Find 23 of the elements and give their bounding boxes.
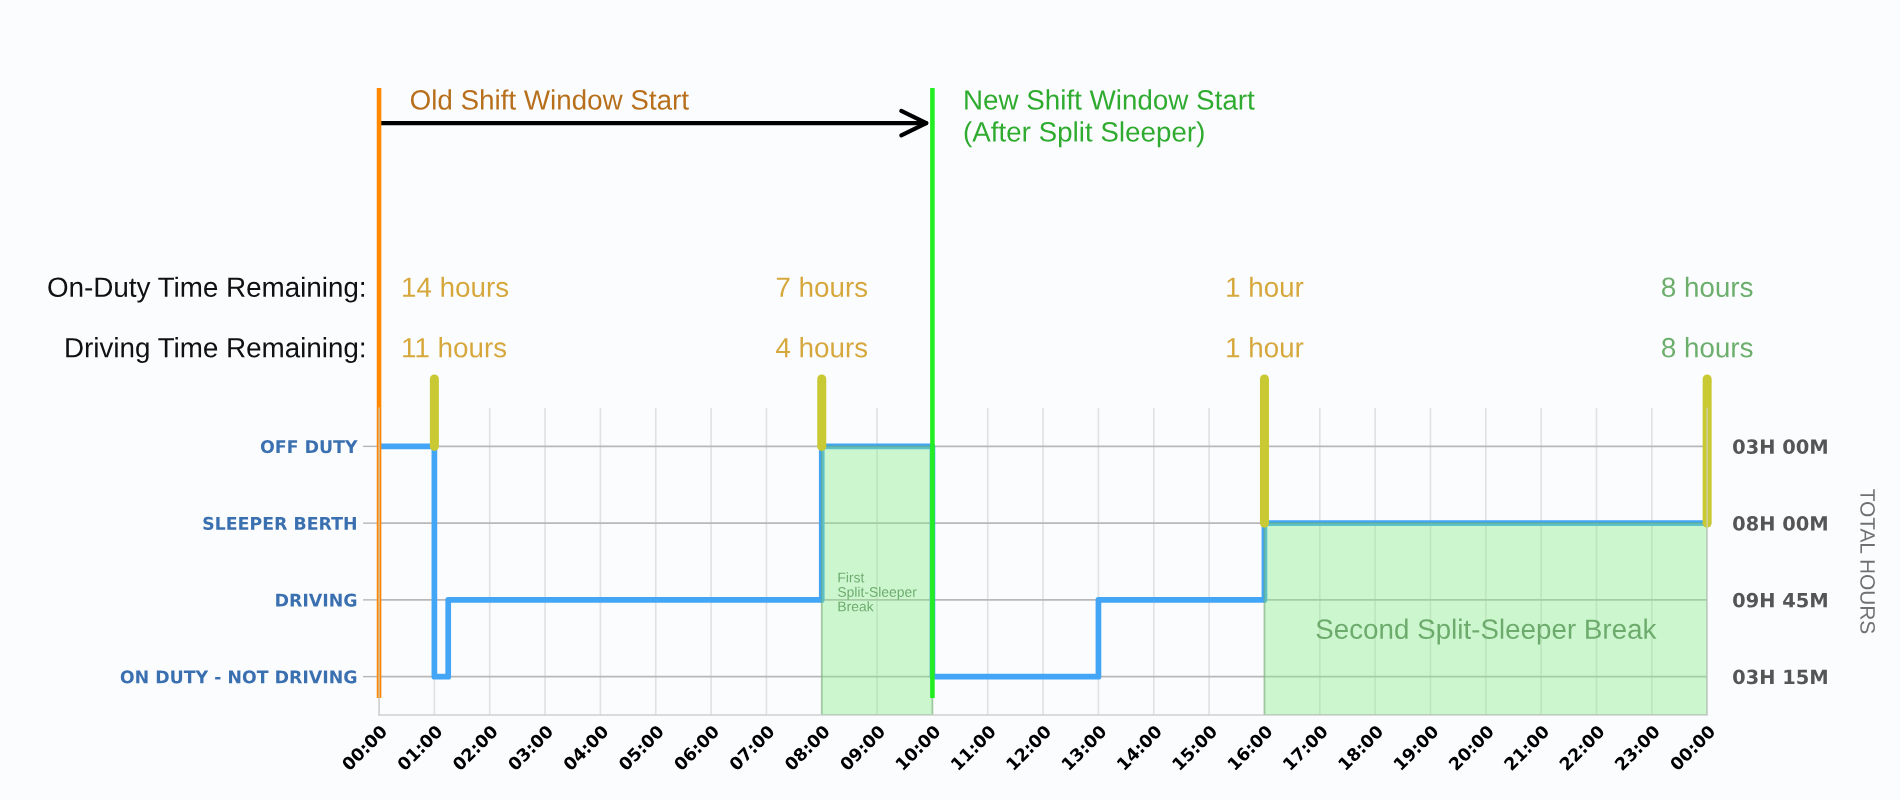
category-label: 03H 00M — [1733, 439, 1827, 455]
annotation: 8 hours — [1662, 337, 1753, 358]
category-label: SLEEPER BERTH — [203, 516, 356, 530]
text: 1 hour — [1227, 276, 1304, 298]
category-label: 03H 15M — [1733, 669, 1827, 685]
text: 14 hours — [403, 276, 509, 298]
ref-line-label: Old Shift Window Start — [410, 89, 689, 110]
category-label: OFF DUTY — [260, 440, 358, 454]
ref-line-label: New Shift Window Start (After Split Sleeper) — [964, 89, 1255, 148]
category-label: ON DUTY - NOT DRIVING — [120, 670, 357, 684]
band-label: First Split-Sleeper Break — [837, 572, 917, 612]
category-label: 09H 45M — [1733, 592, 1827, 608]
text: 8 hours — [1662, 276, 1753, 298]
annotation: 1 hour — [1227, 337, 1304, 358]
text: TOTAL HOURS — [1860, 489, 1875, 634]
category-label: DRIVING — [276, 593, 357, 607]
text: 7 hours — [776, 276, 868, 298]
annotation: 11 hours — [403, 337, 507, 358]
text: On-Duty Time Remaining: — [48, 276, 365, 303]
annotation: 4 hours — [776, 337, 868, 358]
text: Driving Time Remaining: — [66, 337, 365, 364]
band-label: Second Split-Sleeper Break — [1316, 618, 1657, 645]
category-label: 08H 00M — [1733, 516, 1827, 531]
